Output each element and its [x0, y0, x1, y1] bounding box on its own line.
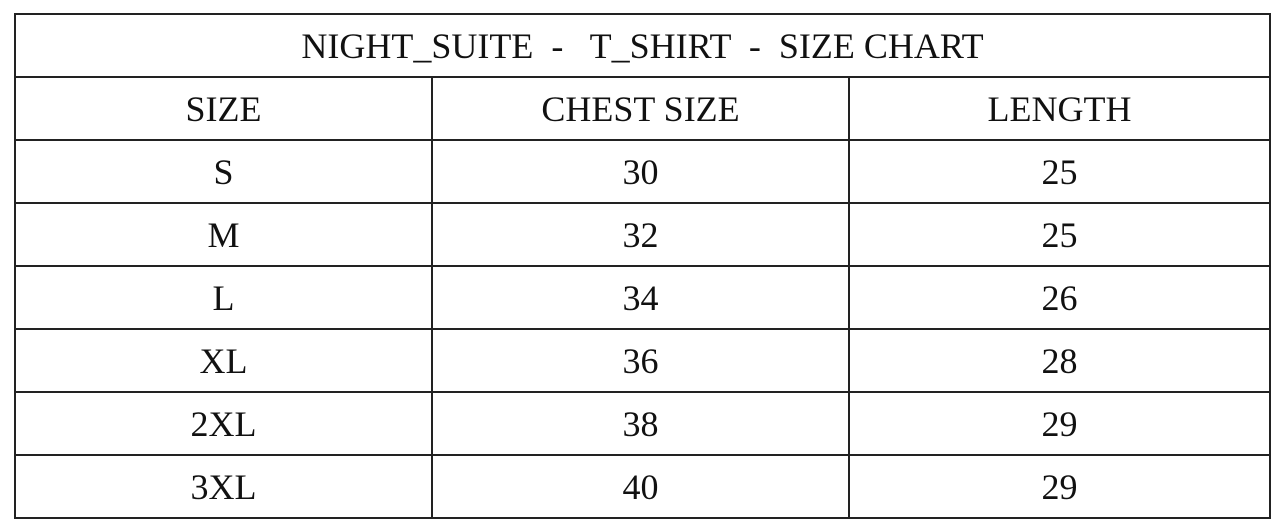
size-cell: 2XL — [14, 391, 433, 456]
chest-size-cell: 36 — [431, 328, 850, 393]
length-cell: 25 — [847, 202, 1272, 267]
table-title: NIGHT_SUITE - T_SHIRT - SIZE CHART — [13, 13, 1272, 78]
length-cell: 26 — [847, 265, 1272, 330]
column-header-size: SIZE — [14, 76, 433, 141]
chest-size-cell: 34 — [431, 265, 850, 330]
length-cell: 29 — [847, 454, 1272, 519]
table-row: L 34 26 — [14, 265, 1272, 330]
table-row: S 30 25 — [14, 139, 1272, 204]
size-cell: XL — [14, 328, 433, 393]
size-cell: L — [14, 265, 433, 330]
table-row: M 32 25 — [14, 202, 1272, 267]
length-cell: 29 — [847, 391, 1272, 456]
header-row: SIZE CHEST SIZE LENGTH — [14, 76, 1272, 141]
size-cell: 3XL — [14, 454, 433, 519]
table-row: 2XL 38 29 — [14, 391, 1272, 456]
table-row: 3XL 40 29 — [14, 454, 1272, 519]
chest-size-cell: 30 — [431, 139, 850, 204]
length-cell: 25 — [847, 139, 1272, 204]
size-chart-table: NIGHT_SUITE - T_SHIRT - SIZE CHART SIZE … — [13, 13, 1272, 519]
size-cell: S — [14, 139, 433, 204]
chest-size-cell: 38 — [431, 391, 850, 456]
chest-size-cell: 40 — [431, 454, 850, 519]
table-row: XL 36 28 — [14, 328, 1272, 393]
chest-size-cell: 32 — [431, 202, 850, 267]
size-cell: M — [14, 202, 433, 267]
length-cell: 28 — [847, 328, 1272, 393]
column-header-length: LENGTH — [847, 76, 1272, 141]
title-row: NIGHT_SUITE - T_SHIRT - SIZE CHART — [13, 13, 1272, 78]
column-header-chest-size: CHEST SIZE — [431, 76, 850, 141]
